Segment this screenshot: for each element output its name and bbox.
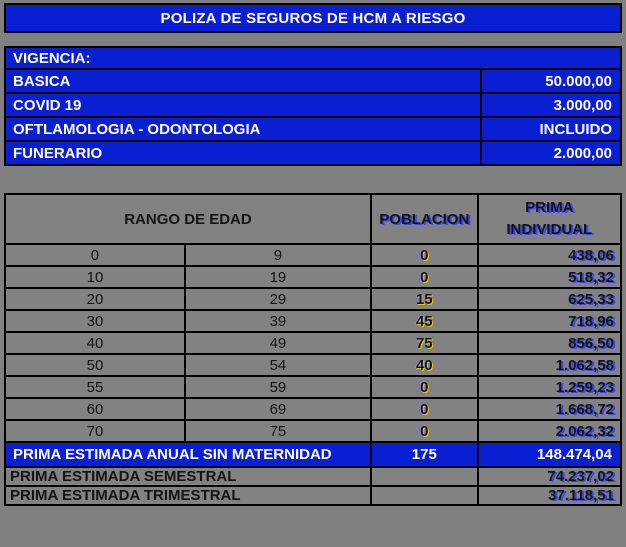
premium-cell: 2.062,32 (476, 419, 623, 443)
summary-population-cell (369, 466, 479, 487)
age-from-cell: 55 (4, 375, 186, 399)
population-cell: 15 (369, 287, 479, 311)
age-from-cell: 40 (4, 331, 186, 355)
population-cell: 0 (369, 243, 479, 267)
age-row: 20 29 15 625,33 (4, 287, 623, 311)
population-cell: 0 (369, 419, 479, 443)
coverage-label: BASICA (4, 68, 482, 94)
summary-row: PRIMA ESTIMADA SEMESTRAL 74.237,02 (4, 466, 623, 487)
population-cell: 0 (369, 397, 479, 421)
age-row: 60 69 0 1.668,72 (4, 397, 623, 421)
header-population: POBLACION (369, 193, 479, 245)
age-to-cell: 59 (183, 375, 372, 399)
policy-title: POLIZA DE SEGUROS DE HCM A RIESGO (4, 3, 622, 33)
coverage-label: OFTLAMOLOGIA - ODONTOLOGIA (4, 116, 482, 142)
age-from-cell: 70 (4, 419, 186, 443)
coverage-value: 2.000,00 (479, 140, 623, 166)
age-to-cell: 69 (183, 397, 372, 421)
coverage-value: INCLUIDO (479, 116, 623, 142)
premium-cell: 438,06 (476, 243, 623, 267)
coverage-row: COVID 19 3.000,00 (4, 92, 623, 118)
annual-total-population: 175 (369, 441, 479, 468)
coverage-value: 50.000,00 (479, 68, 623, 94)
premium-cell: 518,32 (476, 265, 623, 289)
age-from-cell: 50 (4, 353, 186, 377)
annual-total-row: PRIMA ESTIMADA ANUAL SIN MATERNIDAD 175 … (4, 441, 623, 468)
annual-total-label: PRIMA ESTIMADA ANUAL SIN MATERNIDAD (4, 441, 372, 468)
age-row: 55 59 0 1.259,23 (4, 375, 623, 399)
summary-label: PRIMA ESTIMADA SEMESTRAL (4, 466, 372, 487)
age-from-cell: 30 (4, 309, 186, 333)
summary-label: PRIMA ESTIMADA TRIMESTRAL (4, 485, 372, 506)
premium-cell: 856,50 (476, 331, 623, 355)
annual-total-premium: 148.474,04 (476, 441, 623, 468)
premium-cell: 1.259,23 (476, 375, 623, 399)
coverage-row: OFTLAMOLOGIA - ODONTOLOGIA INCLUIDO (4, 116, 623, 142)
age-row: 70 75 0 2.062,32 (4, 419, 623, 443)
age-from-cell: 0 (4, 243, 186, 267)
premium-cell: 625,33 (476, 287, 623, 311)
age-to-cell: 29 (183, 287, 372, 311)
summary-premium-cell: 74.237,02 (476, 466, 623, 487)
summary-population-cell (369, 485, 479, 506)
age-row: 30 39 45 718,96 (4, 309, 623, 333)
policy-title-text: POLIZA DE SEGUROS DE HCM A RIESGO (160, 9, 466, 27)
age-row: 40 49 75 856,50 (4, 331, 623, 355)
coverage-table: VIGENCIA: BASICA 50.000,00 COVID 19 3.000,0… (4, 46, 623, 166)
age-to-cell: 54 (183, 353, 372, 377)
age-to-cell: 19 (183, 265, 372, 289)
population-cell: 40 (369, 353, 479, 377)
coverage-header-cell: VIGENCIA: (4, 46, 622, 70)
age-to-cell: 49 (183, 331, 372, 355)
population-cell: 0 (369, 265, 479, 289)
header-age-range: RANGO DE EDAD (4, 193, 372, 245)
premium-cell: 1.668,72 (476, 397, 623, 421)
header-premium-line1: PRIMA (525, 199, 574, 217)
table-header-row: RANGO DE EDAD POBLACION PRIMA INDIVIDUAL (4, 193, 623, 245)
age-from-cell: 20 (4, 287, 186, 311)
coverage-row: BASICA 50.000,00 (4, 68, 623, 94)
population-cell: 75 (369, 331, 479, 355)
premium-cell: 718,96 (476, 309, 623, 333)
age-to-cell: 75 (183, 419, 372, 443)
coverage-label: FUNERARIO (4, 140, 482, 166)
age-row: 0 9 0 438,06 (4, 243, 623, 267)
header-premium: PRIMA INDIVIDUAL (476, 193, 623, 245)
coverage-value: 3.000,00 (479, 92, 623, 118)
summary-row: PRIMA ESTIMADA TRIMESTRAL 37.118,51 (4, 485, 623, 506)
age-row: 10 19 0 518,32 (4, 265, 623, 289)
age-from-cell: 10 (4, 265, 186, 289)
coverage-label: COVID 19 (4, 92, 482, 118)
coverage-row: FUNERARIO 2.000,00 (4, 140, 623, 166)
age-premium-table: RANGO DE EDAD POBLACION PRIMA INDIVIDUAL… (4, 193, 623, 506)
age-to-cell: 9 (183, 243, 372, 267)
population-cell: 45 (369, 309, 479, 333)
age-from-cell: 60 (4, 397, 186, 421)
premium-cell: 1.062,58 (476, 353, 623, 377)
summary-premium-cell: 37.118,51 (476, 485, 623, 506)
age-row: 50 54 40 1.062,58 (4, 353, 623, 377)
population-cell: 0 (369, 375, 479, 399)
age-to-cell: 39 (183, 309, 372, 333)
header-premium-line2: INDIVIDUAL (506, 221, 593, 238)
